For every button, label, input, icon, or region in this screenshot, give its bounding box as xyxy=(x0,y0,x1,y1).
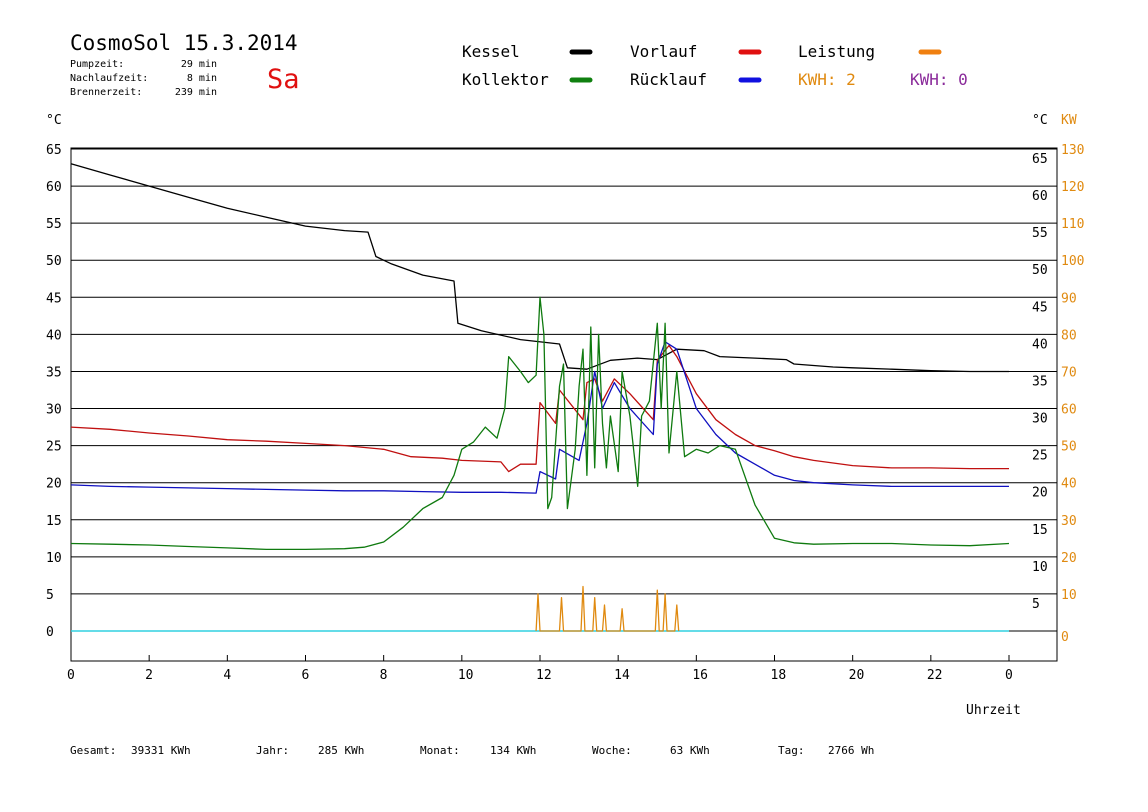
right-tick-label: 45 xyxy=(1032,300,1048,315)
x-tick-label: 2 xyxy=(145,668,153,683)
kw-tick-label: 30 xyxy=(1061,514,1077,529)
x-tick-label: 4 xyxy=(223,668,231,683)
right-tick-label: 60 xyxy=(1032,189,1048,204)
stat-value: 8 min xyxy=(187,73,217,84)
stat-value: 29 min xyxy=(181,59,217,70)
footer-label: Tag: xyxy=(778,744,805,757)
left-tick-label: 5 xyxy=(46,588,54,603)
footer-value: 39331 KWh xyxy=(131,744,191,757)
stat-label: Nachlaufzeit: xyxy=(70,73,148,84)
x-tick-label: 8 xyxy=(380,668,388,683)
left-tick-label: 40 xyxy=(46,328,62,343)
kwh-label: KWH: 2 xyxy=(798,70,856,89)
stat-label: Pumpzeit: xyxy=(70,59,124,70)
left-tick-label: 20 xyxy=(46,477,62,492)
right-tick-label: 5 xyxy=(1032,597,1040,612)
series-line-leistung xyxy=(535,585,680,632)
legend-label: Rücklauf xyxy=(630,70,707,89)
left-unit-label: °C xyxy=(46,113,62,128)
kw-unit-label: KW xyxy=(1061,113,1077,128)
x-tick-label: 10 xyxy=(458,668,474,683)
kw-tick-label: 110 xyxy=(1061,217,1084,232)
right-tick-label: 25 xyxy=(1032,449,1048,464)
x-tick-label: 20 xyxy=(849,668,865,683)
x-tick-label: 12 xyxy=(536,668,552,683)
kw-tick-label: 100 xyxy=(1061,254,1084,269)
kw-tick-label: 70 xyxy=(1061,365,1077,380)
footer-value: 63 KWh xyxy=(670,744,710,757)
x-tick-label: 22 xyxy=(927,668,943,683)
series-line-kessel xyxy=(70,163,1009,373)
legend-label: Leistung xyxy=(798,42,875,61)
kw-tick-label: 60 xyxy=(1061,403,1077,418)
x-tick-label: 6 xyxy=(302,668,310,683)
left-tick-label: 60 xyxy=(46,180,62,195)
stat-label: Brennerzeit: xyxy=(70,87,142,98)
kw-tick-label: 40 xyxy=(1061,477,1077,492)
left-tick-label: 15 xyxy=(46,514,62,529)
kwh-label: KWH: 0 xyxy=(910,70,968,89)
legend-label: Kollektor xyxy=(462,70,549,89)
x-tick-label: 0 xyxy=(67,668,75,683)
kw-tick-label: 50 xyxy=(1061,440,1077,455)
left-tick-label: 65 xyxy=(46,143,62,158)
left-tick-label: 50 xyxy=(46,254,62,269)
series-line-kollektor xyxy=(70,296,1010,551)
stat-value: 239 min xyxy=(175,87,217,98)
kw-tick-label: 0 xyxy=(1061,630,1069,645)
footer-label: Jahr: xyxy=(256,744,289,757)
x-tick-label: 18 xyxy=(771,668,787,683)
right-tick-label: 15 xyxy=(1032,523,1048,538)
left-tick-label: 45 xyxy=(46,291,62,306)
right-tick-label: 40 xyxy=(1032,337,1048,352)
day-label: Sa xyxy=(267,64,300,95)
left-tick-label: 10 xyxy=(46,551,62,566)
footer-label: Monat: xyxy=(420,744,460,757)
kw-tick-label: 90 xyxy=(1061,291,1077,306)
left-tick-label: 30 xyxy=(46,403,62,418)
right-tick-label: 20 xyxy=(1032,486,1048,501)
footer-label: Woche: xyxy=(592,744,632,757)
kw-tick-label: 80 xyxy=(1061,328,1077,343)
kw-tick-label: 130 xyxy=(1061,143,1084,158)
series-line-vorlauf xyxy=(70,344,1009,473)
footer-value: 285 KWh xyxy=(318,744,364,757)
kw-tick-label: 10 xyxy=(1061,588,1077,603)
legend-label: Kessel xyxy=(462,42,520,61)
right-unit-label: °C xyxy=(1032,113,1048,128)
right-tick-label: 30 xyxy=(1032,412,1048,427)
kw-tick-label: 120 xyxy=(1061,180,1084,195)
x-tick-label: 16 xyxy=(692,668,708,683)
x-axis-label: Uhrzeit xyxy=(966,703,1021,718)
right-tick-label: 65 xyxy=(1032,152,1048,167)
right-tick-label: 55 xyxy=(1032,226,1048,241)
footer-label: Gesamt: xyxy=(70,744,116,757)
right-tick-label: 35 xyxy=(1032,374,1048,389)
kw-tick-label: 20 xyxy=(1061,551,1077,566)
footer-value: 134 KWh xyxy=(490,744,536,757)
series-line-rcklauf xyxy=(70,341,1009,494)
legend-label: Vorlauf xyxy=(630,42,697,61)
left-tick-label: 0 xyxy=(46,625,54,640)
x-tick-label: 0 xyxy=(1005,668,1013,683)
left-tick-label: 35 xyxy=(46,365,62,380)
x-tick-label: 14 xyxy=(614,668,630,683)
left-tick-label: 55 xyxy=(46,217,62,232)
footer-value: 2766 Wh xyxy=(828,744,874,757)
plot-frame xyxy=(70,147,1058,662)
right-tick-label: 50 xyxy=(1032,263,1048,278)
right-tick-label: 10 xyxy=(1032,560,1048,575)
chart-title: CosmoSol 15.3.2014 xyxy=(70,31,298,55)
left-tick-label: 25 xyxy=(46,440,62,455)
